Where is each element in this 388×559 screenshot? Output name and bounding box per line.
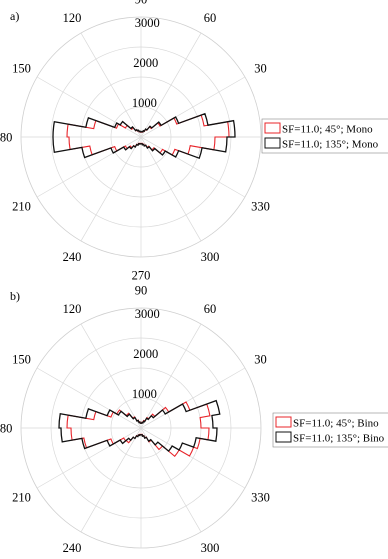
- panel-label-a: a): [10, 9, 19, 23]
- angle-tick-label: 90: [135, 0, 148, 7]
- series-outline-2: [52, 112, 236, 160]
- radial-tick-label: 3000: [135, 307, 160, 321]
- angle-tick-label: 240: [63, 250, 82, 264]
- legend-box: [261, 118, 388, 154]
- angle-tick-label: 270: [132, 269, 151, 283]
- legend-swatch: [275, 416, 292, 428]
- angle-tick-label: 150: [12, 62, 31, 76]
- angle-tick-label: 60: [204, 11, 217, 25]
- angle-tick-label: 330: [251, 200, 270, 214]
- legend-box: [272, 412, 388, 448]
- series-layer-b: [58, 399, 221, 458]
- legend-entry: SF=11.0; 45°; Bino: [293, 418, 379, 430]
- legend-a: SF=11.0; 45°; Mono SF=11.0; 135°; Mono: [261, 118, 388, 154]
- legend-entry: SF=11.0; 45°; Mono: [282, 124, 373, 136]
- legend-entry: SF=11.0; 135°; Mono: [282, 139, 379, 151]
- angle-tick-label: 330: [251, 491, 270, 505]
- angle-tick-label: 240: [63, 541, 82, 555]
- angle-tick-label: 30: [254, 353, 267, 367]
- radial-tick-label: 2000: [133, 347, 158, 361]
- grid-spoke: [36, 76, 246, 198]
- polar-chart-b: b) 0306090120150180210240270300330100020…: [0, 284, 388, 556]
- series-layer-a: [52, 112, 236, 160]
- radial-tick-label: 1000: [132, 96, 157, 110]
- legend-swatch: [264, 137, 281, 149]
- angle-tick-label: 300: [201, 250, 220, 264]
- radial-tick-label: 3000: [135, 16, 160, 30]
- series-outline-2: [58, 399, 221, 453]
- angle-tick-label: 120: [63, 11, 82, 25]
- legend-swatch: [275, 431, 292, 443]
- angle-tick-label: 180: [0, 131, 12, 145]
- angle-tick-label: 150: [12, 353, 31, 367]
- angle-tick-label: 210: [12, 491, 31, 505]
- angle-tick-label: 300: [201, 541, 220, 555]
- legend-swatch: [264, 122, 281, 134]
- grid-spoke: [36, 367, 246, 489]
- angle-tick-label: 60: [204, 302, 217, 316]
- panel-label-b: b): [10, 289, 20, 303]
- angle-tick-label: 90: [135, 284, 148, 298]
- angle-tick-label: 120: [63, 302, 82, 316]
- radial-tick-label: 1000: [132, 387, 157, 401]
- polar-grid-b: [20, 307, 262, 549]
- radial-tick-label: 2000: [133, 56, 158, 70]
- legend-b: SF=11.0; 45°; Bino SF=11.0; 135°; Bino: [272, 412, 388, 448]
- polar-chart-a: a) 0306090120150180210240270300330100020…: [0, 0, 388, 283]
- angle-tick-label: 180: [0, 422, 12, 436]
- angle-tick-label: 210: [12, 200, 31, 214]
- tick-labels-b: 0306090120150180210240270300330100020003…: [0, 284, 282, 556]
- angle-tick-label: 30: [254, 62, 267, 76]
- legend-entry: SF=11.0; 135°; Bino: [293, 433, 385, 445]
